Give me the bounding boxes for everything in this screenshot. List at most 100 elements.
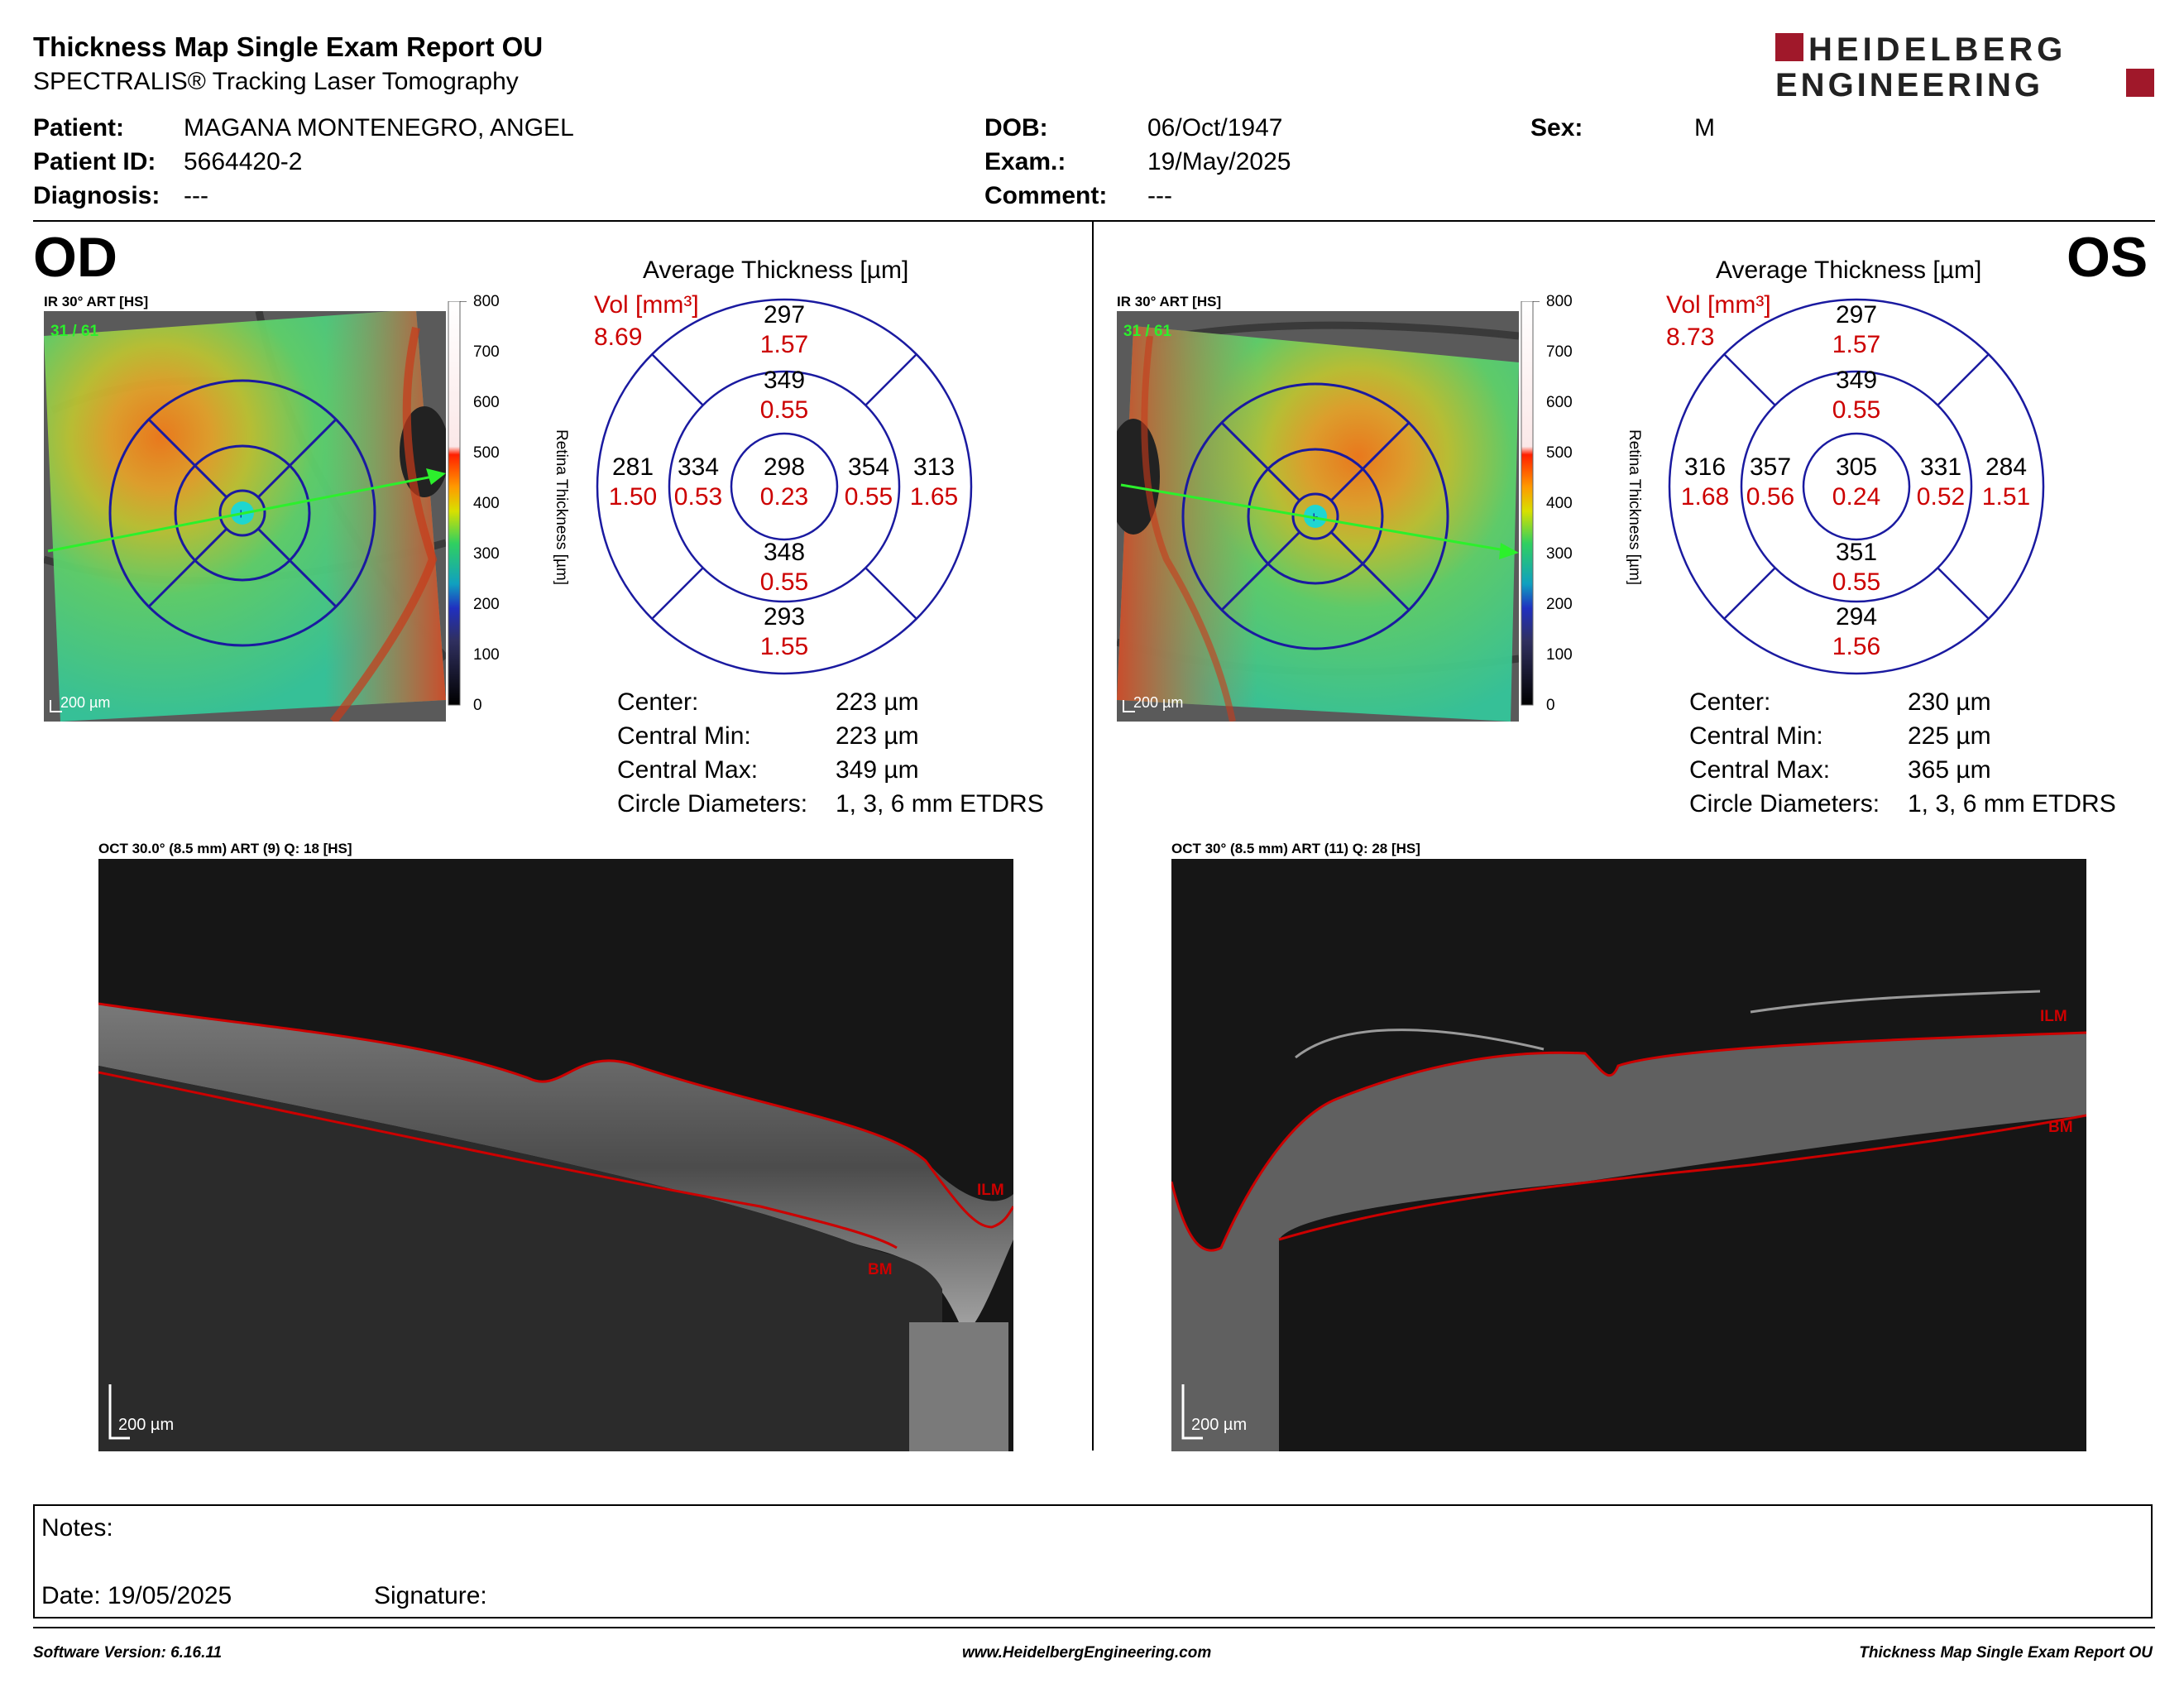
- os-bm-line: [1278, 1114, 2086, 1241]
- os-image-label: IR 30° ART [HS]: [1117, 294, 1222, 309]
- os-diam-value: 1, 3, 6 mm ETDRS: [1908, 790, 2116, 818]
- os-sup-inner-vol: 0.55: [1832, 396, 1881, 424]
- os-nasal-inner-vol: 0.52: [1916, 483, 1966, 511]
- logo-red-square-top: [1775, 33, 1803, 61]
- od-frame-counter: 31 / 61: [50, 323, 99, 340]
- od-ilm-label: ILM: [977, 1182, 1004, 1199]
- os-sup-outer-vol: 1.57: [1832, 331, 1881, 358]
- od-diam-label: Circle Diameters:: [617, 790, 808, 818]
- od-temp-inner-thk: 334: [677, 453, 720, 481]
- os-temp-outer-thk: 316: [1684, 453, 1727, 481]
- logo-red-square-bottom: [2126, 69, 2154, 97]
- od-image-label: IR 30° ART [HS]: [44, 294, 149, 309]
- od-etdrs-overlay: [108, 379, 376, 647]
- od-inf-outer-vol: 1.55: [759, 633, 809, 660]
- notes-label: Notes:: [41, 1514, 113, 1542]
- os-min-label: Central Min:: [1689, 722, 1823, 750]
- os-inf-outer-vol: 1.56: [1832, 633, 1881, 660]
- od-colorbar: [447, 300, 529, 715]
- os-cb-tick-700: 700: [1546, 343, 1573, 361]
- os-inf-outer-thk: 294: [1835, 603, 1878, 631]
- os-inf-inner-vol: 0.55: [1832, 568, 1881, 596]
- os-temp-outer-vol: 1.68: [1680, 483, 1730, 511]
- od-sup-outer-thk: 297: [763, 301, 806, 328]
- os-center-vol: 0.24: [1832, 483, 1881, 511]
- heidelberg-logo: HEIDELBERG ENGINEERING: [1775, 31, 2154, 101]
- os-avg-title: Average Thickness [µm]: [1716, 257, 1982, 284]
- od-nasal-outer-thk: 313: [912, 453, 956, 481]
- os-inf-inner-thk: 351: [1835, 539, 1878, 566]
- os-fundus-image: + 31 / 61 200 µm: [1117, 311, 1519, 722]
- os-fundus-scale: 200 µm: [1133, 694, 1183, 711]
- od-bm-label: BM: [868, 1261, 893, 1278]
- od-oct-label: OCT 30.0° (8.5 mm) ART (9) Q: 18 [HS]: [98, 841, 352, 856]
- os-nasal-outer-thk: 284: [1985, 453, 2028, 481]
- od-inf-inner-vol: 0.55: [759, 568, 809, 596]
- os-diam-label: Circle Diameters:: [1689, 790, 1880, 818]
- od-min-value: 223 µm: [836, 722, 919, 750]
- os-colorbar-title: Retina Thickness [µm]: [1626, 429, 1643, 585]
- os-oct-scale: 200 µm: [1191, 1416, 1247, 1434]
- os-sup-outer-thk: 297: [1835, 301, 1878, 328]
- od-center-thk: 298: [763, 453, 806, 481]
- od-nasal-inner-thk: 354: [847, 453, 890, 481]
- os-cb-tick-100: 100: [1546, 646, 1573, 664]
- footer-divider: [33, 1627, 2155, 1628]
- os-center-value: 230 µm: [1908, 688, 1991, 716]
- os-bm-label: BM: [2048, 1119, 2073, 1136]
- dob-label: DOB:: [984, 114, 1048, 141]
- od-cb-tick-500: 500: [473, 444, 500, 462]
- os-cb-tick-0: 0: [1546, 697, 1555, 714]
- diagnosis-label: Diagnosis:: [33, 182, 160, 209]
- os-oct-bscan: ILM BM 200 µm: [1171, 859, 2086, 1451]
- notes-box: Notes: Date: 19/05/2025 Signature:: [33, 1504, 2153, 1618]
- diagnosis-value: ---: [184, 182, 208, 209]
- os-center-thk: 305: [1835, 453, 1878, 481]
- footer-report-name: Thickness Map Single Exam Report OU: [1859, 1644, 2153, 1662]
- date-label: Date: 19/05/2025: [41, 1582, 232, 1609]
- eye-label-os: OS: [2067, 226, 2148, 289]
- os-cb-tick-600: 600: [1546, 394, 1573, 411]
- os-cb-tick-800: 800: [1546, 293, 1573, 310]
- report-title: Thickness Map Single Exam Report OU: [33, 31, 544, 62]
- os-ilm-label: ILM: [2040, 1008, 2067, 1025]
- od-center-value: 223 µm: [836, 688, 919, 716]
- os-scan-line: [1120, 483, 1511, 553]
- od-sup-inner-thk: 349: [763, 367, 806, 394]
- od-cb-tick-600: 600: [473, 394, 500, 411]
- report-subtitle: SPECTRALIS® Tracking Laser Tomography: [33, 68, 519, 95]
- od-max-label: Central Max:: [617, 756, 759, 784]
- patient-name: MAGANA MONTENEGRO, ANGEL: [184, 114, 574, 141]
- od-inf-outer-thk: 293: [763, 603, 806, 631]
- od-cb-tick-0: 0: [473, 697, 482, 714]
- os-temp-inner-thk: 357: [1749, 453, 1792, 481]
- od-temp-outer-thk: 281: [611, 453, 654, 481]
- os-sup-inner-thk: 349: [1835, 367, 1878, 394]
- od-cb-tick-300: 300: [473, 545, 500, 563]
- os-nasal-inner-thk: 331: [1919, 453, 1962, 481]
- os-etdrs-overlay: [1181, 382, 1449, 650]
- od-etdrs-grid: [596, 298, 973, 675]
- od-scan-line: [47, 475, 433, 553]
- os-nasal-outer-vol: 1.51: [1981, 483, 2031, 511]
- od-sup-outer-vol: 1.57: [759, 331, 809, 358]
- od-avg-title: Average Thickness [µm]: [643, 257, 909, 284]
- sex-label: Sex:: [1530, 114, 1583, 141]
- comment-label: Comment:: [984, 182, 1108, 209]
- patient-label: Patient:: [33, 114, 125, 141]
- logo-line2: ENGINEERING: [1775, 67, 2043, 101]
- os-colorbar: [1520, 300, 1602, 715]
- od-nasal-outer-vol: 1.65: [909, 483, 959, 511]
- od-vol-label: Vol [mm³]: [594, 291, 699, 319]
- od-diam-value: 1, 3, 6 mm ETDRS: [836, 790, 1044, 818]
- od-sup-inner-vol: 0.55: [759, 396, 809, 424]
- patient-id: 5664420-2: [184, 148, 303, 175]
- os-max-value: 365 µm: [1908, 756, 1991, 784]
- os-temp-inner-vol: 0.56: [1746, 483, 1795, 511]
- signature-label: Signature:: [374, 1582, 487, 1609]
- os-cb-tick-500: 500: [1546, 444, 1573, 462]
- od-ilm-line: [98, 1002, 1013, 1229]
- os-cb-tick-300: 300: [1546, 545, 1573, 563]
- os-vol-label: Vol [mm³]: [1666, 291, 1771, 319]
- center-divider: [1092, 222, 1094, 1451]
